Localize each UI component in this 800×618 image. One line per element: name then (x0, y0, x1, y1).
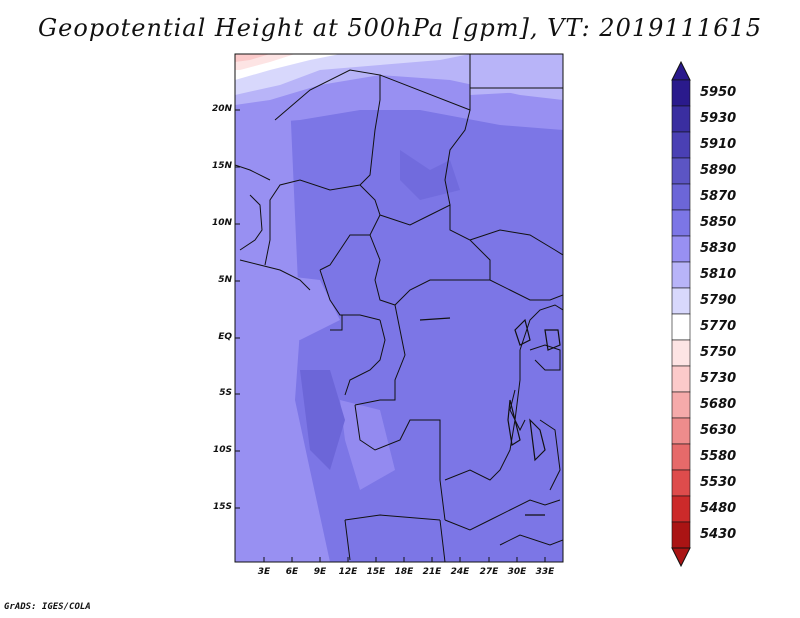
lon-label: 18E (394, 567, 414, 577)
colorbar-segment (671, 339, 691, 367)
colorbar-level-label: 5630 (700, 423, 737, 438)
colorbar-level-label: 5750 (700, 345, 737, 360)
colorbar-top-arrow (671, 60, 691, 81)
colorbar-segment (671, 131, 691, 159)
lon-label: 6E (285, 567, 299, 577)
colorbar-segment (671, 495, 691, 523)
lat-ticks (235, 109, 240, 509)
lat-label: 20N (211, 104, 232, 114)
map-title: Geopotential Height at 500hPa [gpm], VT:… (38, 14, 762, 42)
colorbar-segment (671, 417, 691, 445)
colorbar-segment (671, 209, 691, 237)
colorbar-level-label: 5930 (700, 111, 737, 126)
colorbar-level-label: 5480 (700, 501, 737, 516)
colorbar-segment (671, 313, 691, 341)
lat-label: 15N (211, 161, 232, 171)
colorbar-level-label: 5530 (700, 475, 737, 490)
colorbar-level-label: 5580 (700, 449, 737, 464)
lon-label: 12E (338, 567, 358, 577)
colorbar-level-label: 5730 (700, 371, 737, 386)
lon-label: 24E (450, 567, 470, 577)
colorbar-bottom-arrow (671, 547, 691, 568)
colorbar-segment (671, 443, 691, 471)
lat-label: EQ (218, 332, 232, 342)
colorbar-segment (671, 469, 691, 497)
lat-label: 5S (219, 388, 232, 398)
colorbar-segment (671, 391, 691, 419)
colorbar-level-label: 5430 (700, 527, 737, 542)
colorbar-segment (671, 157, 691, 185)
lon-ticks (263, 557, 546, 562)
lon-label: 33E (535, 567, 555, 577)
colorbar-segment (671, 79, 691, 107)
colorbar-level-label: 5870 (700, 189, 737, 204)
colorbar-level-label: 5770 (700, 319, 737, 334)
colorbar-level-label: 5790 (700, 293, 737, 308)
colorbar-level-label: 5680 (700, 397, 737, 412)
lon-label: 9E (313, 567, 327, 577)
lon-label: 21E (422, 567, 442, 577)
lakes (419, 317, 561, 516)
map-field (235, 54, 563, 562)
colorbar-level-label: 5890 (700, 163, 737, 178)
colorbar-level-label: 5950 (700, 85, 737, 100)
lon-label: 30E (507, 567, 527, 577)
colorbar (671, 60, 691, 568)
colorbar-level-label: 5830 (700, 241, 737, 256)
colorbar-segment (671, 235, 691, 263)
lon-label: 15E (366, 567, 386, 577)
footer-credit: GrADS: IGES/COLA (4, 602, 91, 612)
colorbar-level-label: 5910 (700, 137, 737, 152)
colorbar-level-label: 5810 (700, 267, 737, 282)
lat-label: 10N (211, 218, 232, 228)
colorbar-level-label: 5850 (700, 215, 737, 230)
colorbar-segment (671, 287, 691, 315)
lat-label: 5N (218, 275, 232, 285)
lon-label: 3E (257, 567, 271, 577)
lat-label: 15S (212, 502, 232, 512)
colorbar-segment (671, 365, 691, 393)
lat-label: 10S (212, 445, 232, 455)
colorbar-segment (671, 261, 691, 289)
colorbar-segment (671, 183, 691, 211)
country-borders (235, 54, 563, 562)
lon-label: 27E (479, 567, 499, 577)
colorbar-segment (671, 105, 691, 133)
colorbar-segment (671, 521, 691, 549)
map-frame (234, 53, 564, 563)
